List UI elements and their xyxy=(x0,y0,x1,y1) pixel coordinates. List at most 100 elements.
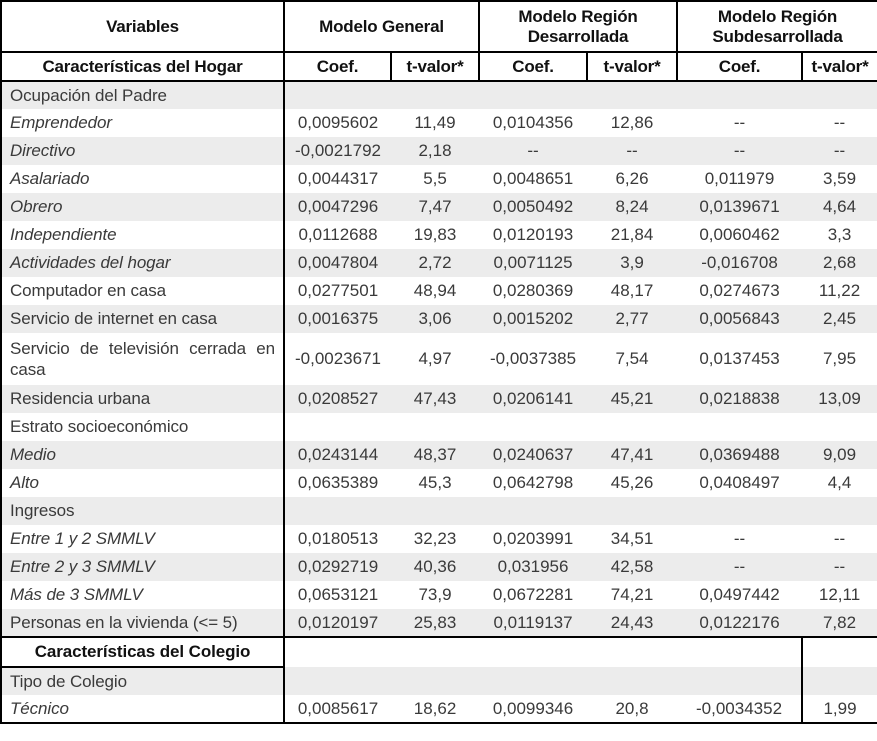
value-cell: -- xyxy=(833,529,846,548)
value-cell: 74,21 xyxy=(610,585,654,604)
row-label: Tipo de Colegio xyxy=(1,667,285,695)
tvalor-header-desarrollada: t-valor* xyxy=(586,52,678,82)
value-cell: -- xyxy=(833,557,846,576)
value-cell xyxy=(677,413,802,441)
coef-header-desarrollada: Coef. xyxy=(478,52,588,82)
value-cell xyxy=(479,81,587,109)
value-cell: 0,0497442 xyxy=(699,585,780,604)
value-cell xyxy=(391,637,479,667)
value-cell: -0,0023671 xyxy=(294,349,382,368)
value-cell: 0,0218838 xyxy=(699,389,780,408)
value-cell: 11,22 xyxy=(818,281,861,300)
value-cell xyxy=(802,81,877,109)
table-row: Ocupación del Padre xyxy=(1,81,877,109)
value-cell: 0,0672281 xyxy=(492,585,574,604)
value-cell: 0,0015202 xyxy=(492,309,574,328)
value-cell xyxy=(677,637,802,667)
value-cell: 2,77 xyxy=(615,309,649,328)
value-cell: 0,0206141 xyxy=(492,389,574,408)
table-row: Independiente 0,0112688 19,83 0,0120193 21,8… xyxy=(1,221,877,249)
value-cell: 7,54 xyxy=(615,349,649,368)
row-label: Emprendedor xyxy=(1,109,285,137)
value-cell: 47,43 xyxy=(413,389,457,408)
value-cell: -0,016708 xyxy=(701,253,778,272)
value-cell xyxy=(391,413,479,441)
value-cell: 21,84 xyxy=(610,225,654,244)
value-cell: 8,24 xyxy=(615,197,649,216)
value-cell xyxy=(587,81,677,109)
value-cell: 24,43 xyxy=(587,609,678,638)
value-cell: 4,4 xyxy=(827,473,852,492)
value-cell: 11,49 xyxy=(414,113,456,132)
regression-table: Variables Modelo General Modelo Región D… xyxy=(0,0,877,724)
value-cell xyxy=(391,667,479,695)
row-label: Medio xyxy=(1,441,285,469)
row-label: Asalariado xyxy=(1,165,285,193)
value-cell xyxy=(479,497,587,525)
value-cell: 47,41 xyxy=(610,445,654,464)
value-cell xyxy=(284,637,391,667)
row-label: Actividades del hogar xyxy=(1,249,285,277)
value-cell: 1,99 xyxy=(801,695,877,723)
row-label: Servicio de internet en casa xyxy=(1,305,285,333)
value-cell: 0,0240637 xyxy=(492,445,574,464)
table-row: Características del Colegio xyxy=(1,637,877,668)
row-label: Características del Colegio xyxy=(1,637,285,668)
row-label: Personas en la vivienda (<= 5) xyxy=(1,609,285,638)
value-cell xyxy=(587,667,677,695)
table-row: Actividades del hogar 0,0047804 2,72 0,0071… xyxy=(1,249,877,277)
value-cell: 40,36 xyxy=(413,557,457,576)
row-label: Más de 3 SMMLV xyxy=(1,581,285,609)
value-cell: 34,51 xyxy=(610,529,654,548)
value-cell: 0,0208527 xyxy=(297,389,379,408)
value-cell: 0,0139671 xyxy=(699,197,780,216)
value-cell: 48,17 xyxy=(610,281,654,300)
table-row: Directivo -0,0021792 2,18 -- -- -- -- xyxy=(1,137,877,165)
value-cell: 0,0243144 xyxy=(297,445,379,464)
value-cell: 0,0048651 xyxy=(492,169,574,188)
value-cell: 0,031956 xyxy=(497,557,569,576)
value-cell: 0,0292719 xyxy=(297,557,379,576)
value-cell: 0,0120193 xyxy=(492,225,574,244)
value-cell: 0,0050492 xyxy=(492,197,574,216)
value-cell: 0,0047296 xyxy=(297,197,379,216)
value-cell: 0,0180513 xyxy=(297,529,379,548)
value-cell: 0,0203991 xyxy=(492,529,574,548)
value-cell: -- xyxy=(733,557,746,576)
value-cell: 0,0071125 xyxy=(493,253,573,272)
value-cell: 2,68 xyxy=(822,253,857,272)
value-cell xyxy=(677,497,802,525)
value-cell: 4,97 xyxy=(418,349,452,368)
value-cell: 45,3 xyxy=(418,473,452,492)
table-header: Variables Modelo General Modelo Región D… xyxy=(1,1,877,82)
value-cell: 32,23 xyxy=(413,529,457,548)
value-cell: 0,0120197 xyxy=(284,609,391,638)
value-cell: 0,0112688 xyxy=(298,225,378,244)
tvalor-header-general: t-valor* xyxy=(389,52,480,82)
value-cell: 0,0653121 xyxy=(297,585,379,604)
value-cell: 0,0047804 xyxy=(297,253,379,272)
value-cell xyxy=(479,637,587,667)
value-cell: 0,0137453 xyxy=(699,349,780,368)
value-cell xyxy=(677,81,802,109)
row-label: Directivo xyxy=(1,137,285,165)
value-cell: 48,94 xyxy=(413,281,457,300)
value-cell: 45,21 xyxy=(610,389,654,408)
value-cell: 4,64 xyxy=(822,197,857,216)
table-row: Alto 0,0635389 45,3 0,0642798 45,26 0,0408497… xyxy=(1,469,877,497)
value-cell: -- xyxy=(626,141,638,160)
value-cell: 0,0635389 xyxy=(297,473,379,492)
value-cell xyxy=(587,413,677,441)
value-cell: 0,0099346 xyxy=(492,698,574,718)
value-cell: 0,0277501 xyxy=(297,281,379,300)
table-row: Entre 2 y 3 SMMLV 0,0292719 40,36 0,031956 4… xyxy=(1,553,877,581)
value-cell: 0,0119137 xyxy=(479,609,588,638)
value-cell: -- xyxy=(527,141,539,160)
table-row: Técnico 0,0085617 18,62 0,0099346 20,8 -0,003… xyxy=(1,695,877,723)
value-cell xyxy=(284,667,391,695)
value-cell xyxy=(479,413,587,441)
value-cell: 0,0408497 xyxy=(699,473,780,492)
modelo-general-header: Modelo General xyxy=(282,1,480,53)
value-cell: 0,0060462 xyxy=(699,225,780,244)
table-row: Computador en casa 0,0277501 48,94 0,028036… xyxy=(1,277,877,305)
